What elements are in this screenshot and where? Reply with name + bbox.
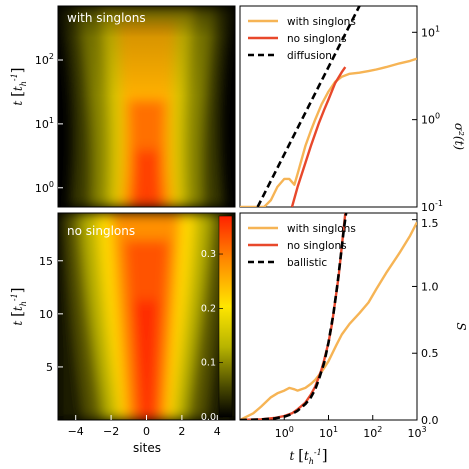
colorbar-ticks: 0.0 0.1 0.2 0.3 — [201, 249, 223, 423]
y-tick-label: 15 — [39, 255, 53, 268]
svg-text:t [th-1]: t [th-1] — [289, 446, 327, 466]
x-tick-label: 103 — [407, 425, 426, 440]
legend-label: with singlons — [287, 223, 356, 235]
y-axis-label: t [th-1] — [8, 67, 28, 105]
x-tick-label: 2 — [178, 425, 185, 438]
series-line-no-singlons — [290, 66, 347, 207]
x-axis-ticks: 100 101 102 103 — [275, 415, 427, 440]
y-tick-label: 0.5 — [421, 347, 439, 360]
legend: with singlons no singlons ballistic — [248, 223, 356, 269]
y-tick-label: 0.0 — [421, 414, 439, 427]
x-tick-label: 4 — [214, 425, 221, 438]
y-tick-label: 5 — [46, 361, 53, 374]
x-axis-ticks: −4 −2 0 2 4 — [68, 415, 221, 438]
svg-text:t [th-1]: t [th-1] — [8, 287, 28, 325]
y-tick-label: 10 — [39, 308, 53, 321]
y-tick-label: 1.5 — [421, 217, 439, 230]
x-tick-label: −4 — [68, 425, 84, 438]
legend-label: with singlons — [287, 16, 356, 28]
y-axis-label-text: t [th-1] — [8, 67, 28, 105]
y-axis-label: σ²(t) — [452, 123, 466, 151]
x-tick-label: 101 — [319, 425, 338, 440]
x-tick-label: 0 — [143, 425, 150, 438]
svg-text:t [th-1]: t [th-1] — [8, 67, 28, 105]
heatmap-with-singlons: with singlons 100 101 102 t [th-1] — [8, 5, 236, 208]
colorbar — [218, 215, 233, 418]
legend-label: diffusion — [287, 50, 332, 62]
x-axis-label: t [th-1] — [289, 446, 327, 466]
y-tick-label: 101 — [35, 116, 54, 131]
legend-label: ballistic — [287, 257, 327, 269]
legend: with singlons no singlons diffusion — [248, 16, 356, 62]
series-line-diffusion — [256, 6, 361, 207]
y-axis-label: t [th-1] — [8, 287, 28, 325]
y-axis-label-text: S — [454, 322, 468, 330]
legend-label: no singlons — [287, 240, 347, 252]
line-chart-S: with singlons no singlons ballistic 100 101… — [239, 212, 468, 466]
colorbar-tick-label: 0.0 — [201, 412, 216, 423]
y-tick-label: 1.0 — [421, 280, 439, 293]
series-line-with-singlons — [240, 57, 417, 207]
y-tick-label: 100 — [35, 180, 54, 195]
y-axis-ticks: 10-1 100 101 — [412, 24, 443, 214]
heatmap-no-singlons: no singlons 0.0 0.1 0.2 0.3 −4 −2 0 2 4 5 10 15 s… — [8, 212, 236, 455]
colorbar-tick-label: 0.2 — [201, 303, 216, 314]
y-tick-label: 102 — [35, 52, 54, 67]
colorbar-tick-label: 0.3 — [201, 249, 216, 260]
y-tick-label: 100 — [421, 112, 440, 127]
colorbar-tick-label: 0.1 — [201, 358, 216, 369]
legend-label: no singlons — [287, 33, 347, 45]
x-axis-label: sites — [133, 441, 161, 455]
y-axis-ticks: 100 101 102 — [35, 52, 63, 195]
x-axis-label-text: t [th-1] — [289, 446, 327, 466]
y-axis-ticks: 5 10 15 — [39, 255, 63, 374]
y-tick-label: 101 — [421, 24, 440, 39]
y-axis-label: S — [454, 322, 468, 330]
x-tick-label: 102 — [363, 425, 382, 440]
panel-label-with-singlons: with singlons — [67, 11, 146, 25]
y-axis-ticks: 0.0 0.5 1.0 1.5 — [412, 217, 439, 427]
x-tick-label: 100 — [275, 425, 294, 440]
y-axis-label-text: σ²(t) — [452, 123, 466, 151]
panel-label-no-singlons: no singlons — [67, 224, 135, 238]
svg-text:σ²(t): σ²(t) — [452, 123, 466, 151]
series-line-ballistic — [240, 213, 348, 420]
svg-text:S: S — [454, 322, 468, 330]
y-tick-label: 10-1 — [421, 199, 443, 214]
y-axis-label-text: t [th-1] — [8, 287, 28, 325]
x-tick-label: −2 — [103, 425, 119, 438]
